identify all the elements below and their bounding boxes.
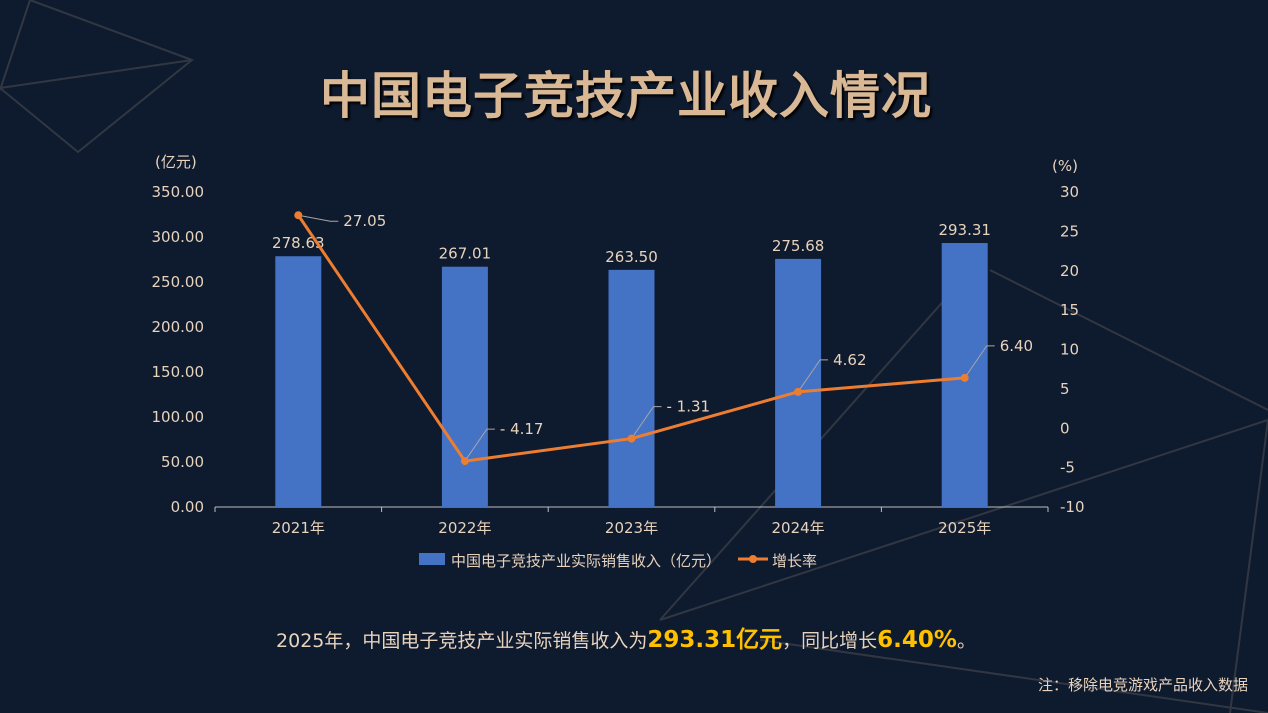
growth-value-label: 4.62	[833, 351, 866, 369]
legend-line-label: 增长率	[772, 552, 817, 570]
y-right-tick-label: -5	[1060, 459, 1075, 477]
x-tick-label: 2022年	[438, 519, 491, 537]
x-tick-label: 2025年	[938, 519, 991, 537]
footnote: 注：移除电竞游戏产品收入数据	[1037, 676, 1248, 694]
bar	[441, 266, 488, 507]
summary-growth: 6.40%	[877, 627, 957, 653]
summary-prefix: 2025年，中国电子竞技产业实际销售收入为	[276, 630, 648, 652]
y-right-tick-label: -10	[1060, 498, 1085, 516]
x-tick-label: 2023年	[605, 519, 658, 537]
y-left-tick-label: 0.00	[171, 498, 204, 516]
y-right-tick-label: 15	[1060, 301, 1079, 319]
data-label-leader	[631, 406, 662, 439]
legend-bar-label: 中国电子竞技产业实际销售收入（亿元）	[451, 552, 721, 570]
growth-value-label: 6.40	[1000, 337, 1033, 355]
y-left-tick-label: 50.00	[161, 453, 204, 471]
y-left-tick-label: 250.00	[152, 273, 205, 291]
legend-bar-swatch	[419, 553, 445, 565]
growth-point	[294, 211, 303, 220]
bar	[775, 258, 822, 507]
summary-middle: ，同比增长	[782, 630, 878, 652]
summary-revenue: 293.31亿元	[647, 627, 783, 653]
y-left-tick-label: 150.00	[152, 363, 205, 381]
data-label-leader	[298, 214, 339, 222]
growth-value-label: 27.05	[343, 212, 386, 230]
page-title: 中国电子竞技产业收入情况	[320, 67, 932, 125]
y-left-tick-label: 300.00	[152, 228, 205, 246]
bar	[608, 269, 655, 507]
y-left-tick-label: 350.00	[152, 183, 205, 201]
growth-point	[794, 387, 803, 396]
y-right-tick-label: 30	[1060, 183, 1079, 201]
y-right-tick-label: 20	[1060, 262, 1079, 280]
bar-value-label: 293.31	[938, 221, 991, 239]
growth-point	[627, 434, 636, 443]
y-right-tick-label: 0	[1060, 419, 1070, 437]
data-label-leader	[964, 345, 995, 379]
bar	[275, 256, 322, 507]
growth-point	[460, 457, 469, 466]
growth-value-label: - 4.17	[500, 420, 544, 438]
summary-text: 2025年，中国电子竞技产业实际销售收入为293.31亿元，同比增长6.40%。	[0, 620, 1252, 654]
legend-line-marker	[749, 555, 757, 563]
growth-value-label: - 1.31	[667, 398, 711, 416]
bar-value-label: 275.68	[772, 237, 825, 255]
y-right-axis-label: (%)	[1052, 157, 1078, 175]
data-label-leader	[797, 359, 829, 393]
data-label-leader	[464, 428, 495, 462]
x-tick-label: 2024年	[772, 519, 825, 537]
growth-point	[960, 373, 969, 382]
y-left-tick-label: 200.00	[152, 318, 205, 336]
y-left-tick-label: 100.00	[152, 408, 205, 426]
y-right-tick-label: 25	[1060, 222, 1079, 240]
bar-value-label: 263.50	[605, 248, 658, 266]
summary-suffix: 。	[956, 630, 976, 652]
y-left-axis-label: (亿元)	[155, 153, 197, 171]
bar-value-label: 267.01	[439, 245, 492, 263]
x-tick-label: 2021年	[272, 519, 325, 537]
y-right-tick-label: 5	[1060, 380, 1070, 398]
y-right-tick-label: 10	[1060, 341, 1079, 359]
bar-value-label: 278.63	[272, 234, 325, 252]
